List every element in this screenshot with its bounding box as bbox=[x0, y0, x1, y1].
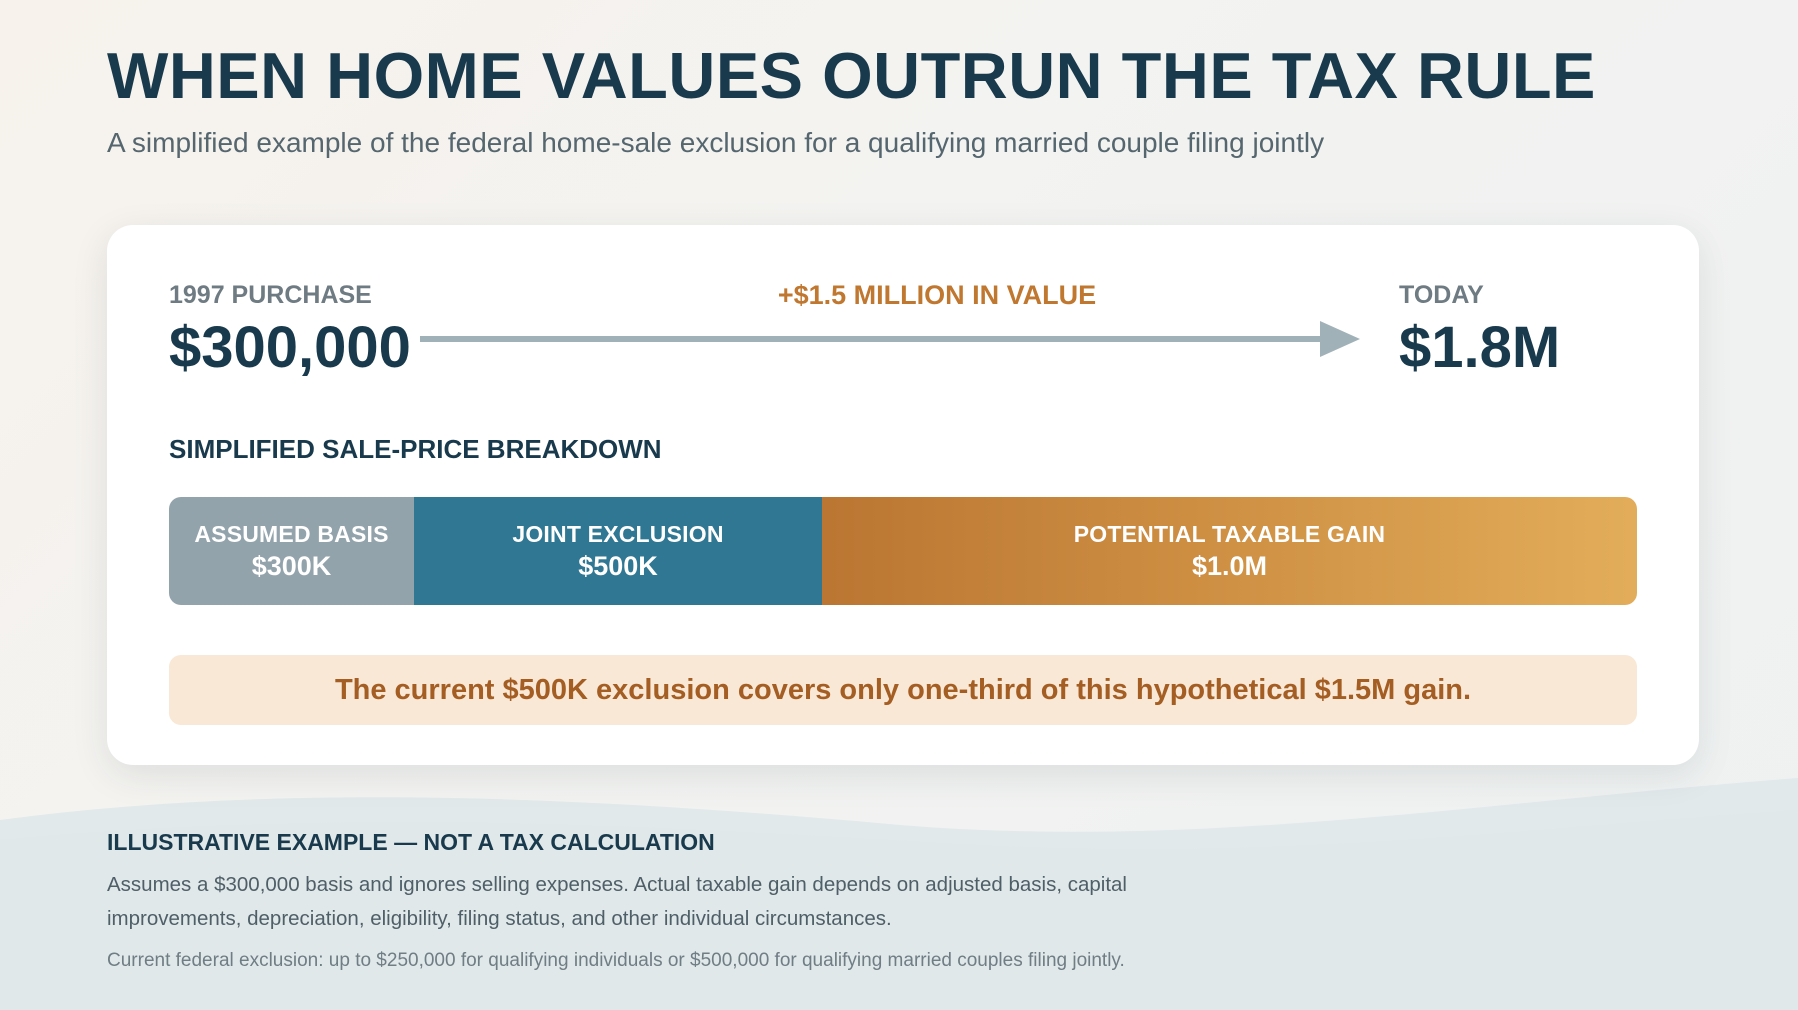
timeline-arrow-icon bbox=[420, 321, 1360, 357]
disclaimer-heading: ILLUSTRATIVE EXAMPLE — NOT A TAX CALCULA… bbox=[107, 829, 715, 855]
example-card: 1997 PURCHASE $300,000 +$1.5 MILLION IN … bbox=[107, 225, 1699, 765]
segment-label: ASSUMED BASIS bbox=[194, 521, 389, 547]
today-label: TODAY bbox=[1399, 281, 1484, 309]
segment-value: $1.0M bbox=[1191, 551, 1268, 581]
exclusion-callout: The current $500K exclusion covers only … bbox=[169, 655, 1637, 725]
segment-label: JOINT EXCLUSION bbox=[512, 521, 724, 547]
today-value: $1.8M bbox=[1399, 315, 1561, 380]
segment-value: $500K bbox=[578, 551, 658, 581]
page-subtitle: A simplified example of the federal home… bbox=[107, 127, 1325, 158]
purchase-label: 1997 PURCHASE bbox=[169, 281, 372, 309]
page-title: WHEN HOME VALUES OUTRUN THE TAX RULE bbox=[107, 39, 1596, 112]
segment-taxable-gain: POTENTIAL TAXABLE GAIN $1.0M bbox=[822, 497, 1637, 605]
background-wave bbox=[0, 778, 1798, 1010]
segment-value: $300K bbox=[251, 551, 332, 581]
sale-price-breakdown-bar: ASSUMED BASIS $300K JOINT EXCLUSION $500… bbox=[169, 497, 1637, 605]
segment-joint-exclusion: JOINT EXCLUSION $500K bbox=[414, 497, 822, 605]
segment-label: POTENTIAL TAXABLE GAIN bbox=[1073, 521, 1386, 547]
segment-assumed-basis: ASSUMED BASIS $300K bbox=[169, 497, 414, 605]
exclusion-note: Current federal exclusion: up to $250,00… bbox=[107, 950, 1125, 971]
purchase-value: $300,000 bbox=[169, 315, 411, 380]
breakdown-heading: SIMPLIFIED SALE-PRICE BREAKDOWN bbox=[169, 434, 662, 464]
value-change-label: +$1.5 MILLION IN VALUE bbox=[777, 280, 1097, 310]
disclaimer-body: Assumes a $300,000 basis and ignores sel… bbox=[107, 873, 1127, 930]
